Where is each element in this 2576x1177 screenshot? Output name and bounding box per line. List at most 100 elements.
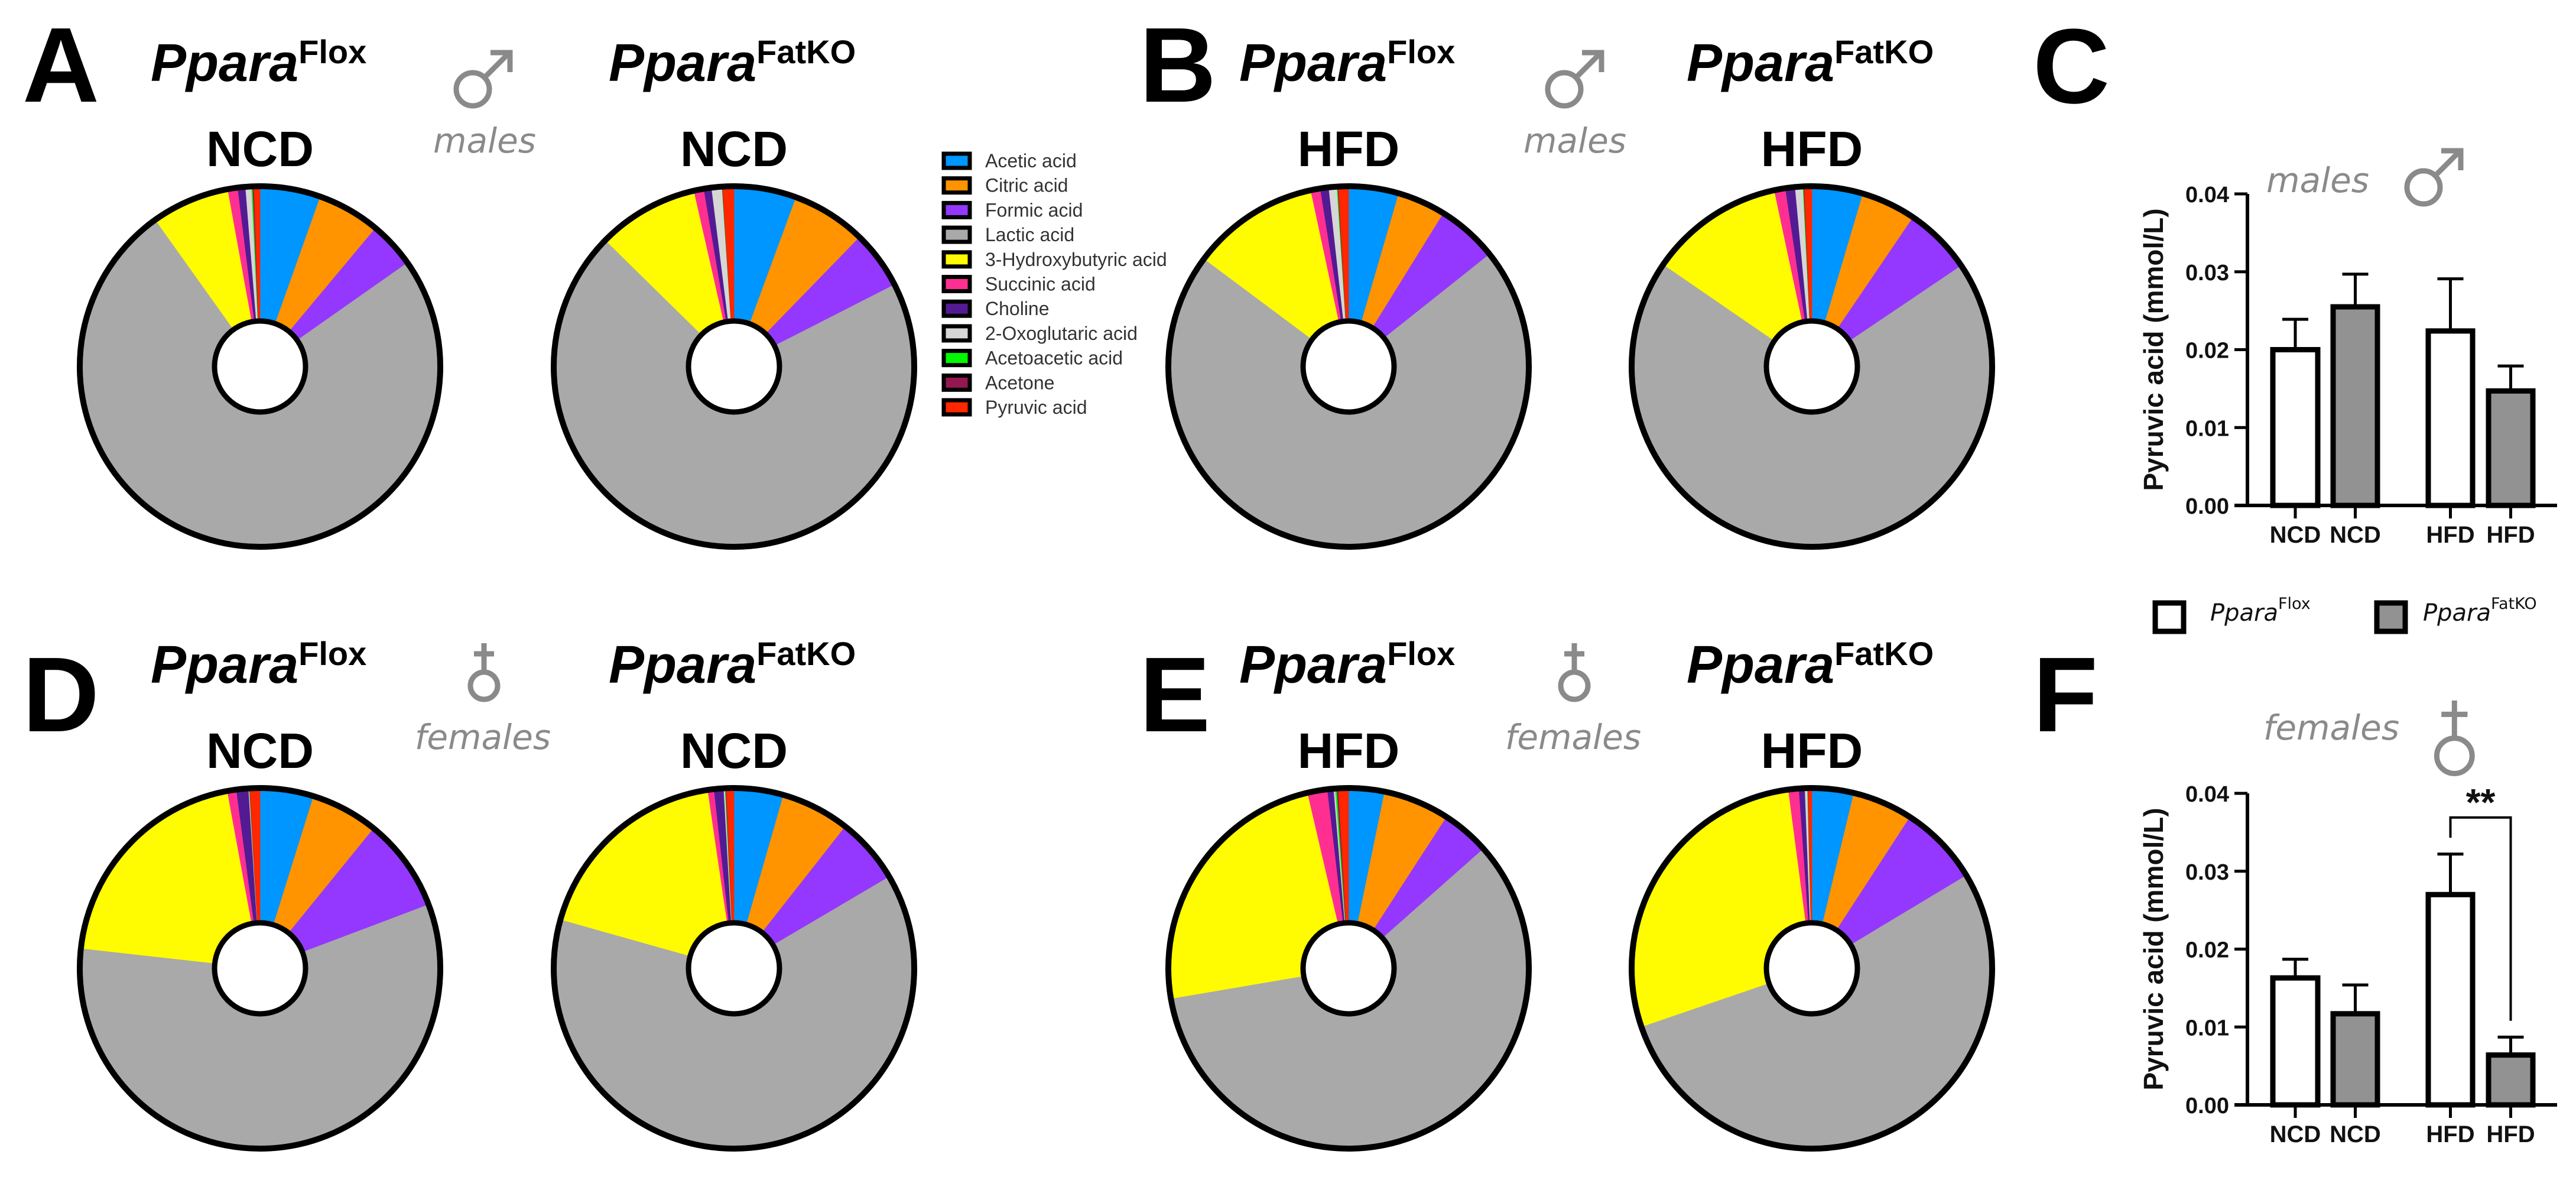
pie-center-hole: [212, 920, 308, 1017]
legend-item-succinic-acid: Succinic acid: [941, 274, 1096, 295]
legend-swatch: [941, 151, 972, 170]
pie-center-hole: [686, 318, 782, 415]
x-tick-label: HFD: [2426, 522, 2474, 548]
legend-swatch: [941, 176, 972, 195]
pie-outline: [551, 183, 917, 550]
bar-hfd-flox: [2425, 328, 2476, 508]
significance-bracket: [2449, 816, 2512, 1021]
pie-diet-label: NCD: [680, 121, 788, 177]
pie-diet-label: NCD: [680, 723, 788, 779]
pie-diet-label: HFD: [1761, 121, 1863, 177]
bar-hfd-flox: [2425, 891, 2476, 1108]
male-symbol-icon: [1545, 50, 1604, 109]
male-symbol-ring: [2404, 168, 2443, 207]
genotype-name: Ppara: [151, 635, 298, 695]
pie-outline: [1165, 785, 1532, 1152]
panel-letter-f: F: [2033, 635, 2098, 754]
sex-symbols: [453, 50, 2475, 776]
male-symbol-arrow-shaft: [483, 51, 511, 79]
genotype-legend-item-flox: PparaFlox: [2152, 595, 2311, 634]
pie-center-hole: [686, 920, 782, 1017]
x-tick-label: NCD: [2330, 1121, 2381, 1147]
x-tick-label: HFD: [2486, 1121, 2535, 1147]
female-symbol-icon: [1558, 643, 1591, 702]
legend-item-acetoacetic-acid: Acetoacetic acid: [941, 348, 1123, 369]
legend-item-choline: Choline: [941, 298, 1050, 319]
y-tick-label: 0.01: [2185, 1016, 2229, 1040]
male-symbol-icon: [453, 50, 513, 109]
bar-ncd-flox: [2270, 975, 2321, 1108]
male-symbol-arrow-shaft: [1574, 51, 1602, 79]
genotype-name: Ppara: [1687, 34, 1834, 93]
x-tick-label: HFD: [2486, 522, 2535, 548]
genotype-legend-item-fatko: PparaFatKO: [2374, 595, 2537, 634]
genotype-swatch: [2152, 600, 2187, 634]
pie-diet-label: HFD: [1298, 723, 1400, 779]
genotype-name: Ppara: [1687, 635, 1834, 695]
pie-chart-e-flox-hfd: PparaFlox HFD: [1165, 635, 1532, 1152]
panel-letter-e: E: [1139, 635, 1210, 754]
genotype-superscript: FatKO: [756, 33, 856, 70]
y-tick-label: 0.02: [2185, 339, 2229, 364]
legend-label: Acetic acid: [985, 150, 1077, 171]
legend-item-2-oxoglutaric-acid: 2-Oxoglutaric acid: [941, 323, 1138, 344]
genotype-legend-label: PparaFatKO: [2423, 595, 2537, 627]
bar-chart-f: 0.00 0.01 0.02 0.03 0.04 Pyruvic acid (mmol/L…: [2138, 781, 2557, 1147]
legend-label: Acetone: [985, 372, 1054, 393]
male-symbol-arrow-head: [1582, 50, 1604, 72]
x-tick-label: HFD: [2426, 1121, 2474, 1147]
sex-label-males-a: males: [433, 121, 536, 161]
female-symbol-icon: [2434, 701, 2475, 776]
genotype-name: Ppara: [609, 635, 756, 695]
legend-swatch: [941, 250, 972, 269]
genotype-superscript: Flox: [298, 635, 366, 672]
pie-diet-label: HFD: [1761, 723, 1863, 779]
y-axis-title: Pyruvic acid (mmol/L): [2138, 808, 2169, 1090]
genotype-name: Ppara: [151, 34, 298, 93]
pie-outline: [1629, 183, 1995, 550]
pie-chart-d-fatko-ncd: PparaFatKO NCD: [551, 635, 917, 1152]
bar-ncd-flox: [2270, 347, 2321, 508]
pie-genotype-title: PparaFatKO: [1687, 635, 1934, 695]
pie-outline: [77, 183, 443, 550]
female-symbol-icon: [467, 643, 501, 702]
legend-label: Formic acid: [985, 199, 1083, 221]
pie-genotype-title: PparaFlox: [151, 635, 366, 695]
legend-swatch: [941, 373, 972, 392]
pie-outline: [77, 785, 443, 1152]
pie-chart-d-flox-ncd: PparaFlox NCD: [77, 635, 443, 1152]
male-symbol-arrow-shaft: [2434, 150, 2461, 177]
genotype-superscript: Flox: [2278, 595, 2311, 613]
legend-item-acetic-acid: Acetic acid: [941, 150, 1077, 171]
legend-swatch: [941, 225, 972, 244]
panel-letter-c: C: [2033, 7, 2110, 126]
sex-label-females-e: females: [1505, 717, 1641, 757]
pie-chart-a-fatko-ncd: PparaFatKO NCD: [551, 33, 917, 550]
legend-label: Succinic acid: [985, 274, 1096, 295]
genotype-legend-label: PparaFlox: [2210, 595, 2311, 627]
bar-charts: 0.00 0.01 0.02 0.03 0.04 Pyruvic acid (mmol/L…: [2138, 183, 2557, 1147]
bar-chart-c: 0.00 0.01 0.02 0.03 0.04 Pyruvic acid (mmol/L…: [2138, 183, 2557, 548]
legend-label: 2-Oxoglutaric acid: [985, 323, 1138, 344]
legend-item-pyruvic-acid: Pyruvic acid: [941, 397, 1087, 418]
legend-item-acetone: Acetone: [941, 372, 1054, 393]
genotype-superscript: FatKO: [2491, 595, 2537, 613]
pie-genotype-title: PparaFlox: [1239, 635, 1455, 695]
pie-center-hole: [1763, 318, 1860, 415]
bar-hfd-fatko: [2486, 1052, 2536, 1108]
male-symbol-ring: [1545, 70, 1584, 109]
legend-swatch: [941, 398, 972, 417]
panel-letter-b: B: [1139, 6, 1216, 125]
legend-label: Pyruvic acid: [985, 397, 1087, 418]
genotype-name: Ppara: [2210, 599, 2278, 627]
legend-label: Citric acid: [985, 175, 1068, 196]
x-tick-label: NCD: [2270, 1121, 2321, 1147]
genotype-superscript: Flox: [1387, 33, 1455, 70]
pie-genotype-title: PparaFatKO: [609, 635, 856, 695]
y-tick-label: 0.03: [2185, 860, 2229, 885]
genotype-name: Ppara: [1239, 635, 1387, 695]
legend-label: Choline: [985, 298, 1050, 319]
legend-item-formic-acid: Formic acid: [941, 199, 1083, 221]
y-tick-label: 0.00: [2185, 1094, 2229, 1118]
